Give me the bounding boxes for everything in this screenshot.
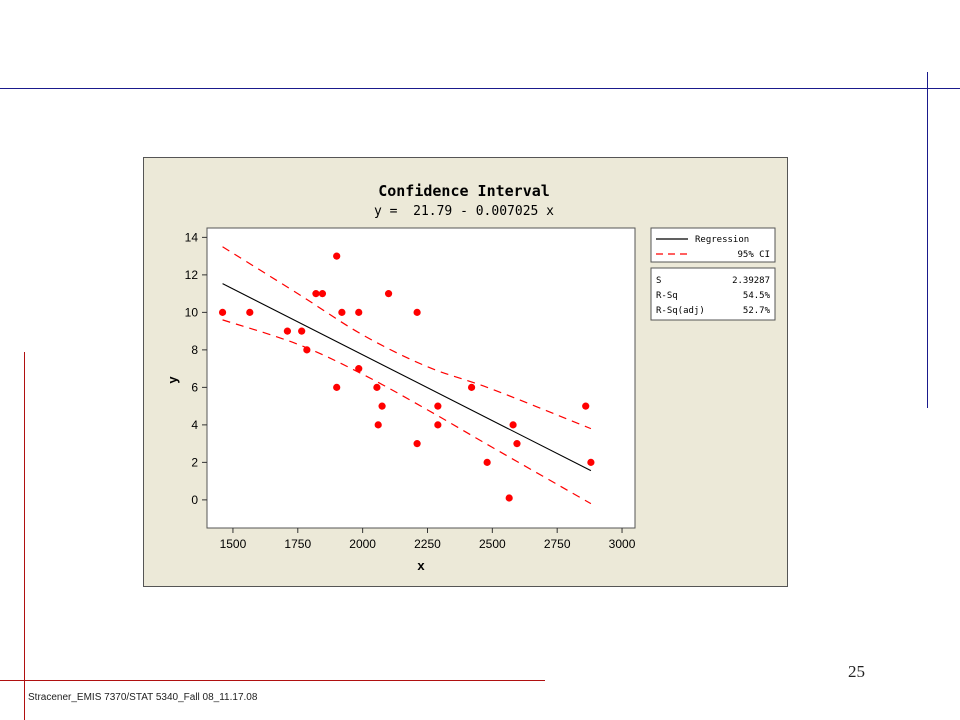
data-point <box>283 327 292 335</box>
ci-lower-line <box>222 319 592 505</box>
stat-rsq-value: 54.5% <box>743 291 771 301</box>
data-point <box>298 327 306 335</box>
stat-s-label: S <box>656 276 661 286</box>
x-axis-label: x <box>417 558 425 573</box>
chart-subtitle: y = 21.79 - 0.007025 x <box>374 204 554 219</box>
data-point <box>303 346 311 354</box>
regression-line <box>222 283 592 472</box>
chart-title: Confidence Interval <box>378 182 550 200</box>
legend-ci-label: 95% CI <box>737 250 770 260</box>
data-point <box>355 365 363 373</box>
stat-rsq-adj-label: R-Sq(adj) <box>656 306 705 316</box>
stat-rsq-adj-value: 52.7% <box>743 306 771 316</box>
plot-area <box>206 227 636 529</box>
y-tick-label: 12 <box>185 268 199 282</box>
data-point <box>434 402 442 410</box>
y-tick-label: 14 <box>185 230 199 244</box>
slide-number: 25 <box>848 662 865 681</box>
y-tick-label: 4 <box>191 418 198 432</box>
stats-box <box>650 267 776 321</box>
chart-panel: Confidence Interval y = 21.79 - 0.007025… <box>143 157 788 587</box>
stat-s-value: 2.39287 <box>732 276 770 286</box>
data-point <box>582 402 590 410</box>
data-point <box>218 308 227 316</box>
data-point <box>378 402 386 410</box>
data-point <box>413 308 421 316</box>
data-point <box>333 383 341 391</box>
bottom-red-rule <box>0 680 545 681</box>
data-point <box>513 440 521 448</box>
x-tick-label: 2750 <box>544 537 571 551</box>
x-tick-label: 2000 <box>349 537 376 551</box>
data-point <box>338 308 346 316</box>
data-point <box>413 440 421 448</box>
data-point <box>333 252 341 260</box>
y-tick-label: 8 <box>191 343 198 357</box>
data-point <box>434 421 442 429</box>
footer-text: Stracener_EMIS 7370/STAT 5340_Fall 08_11… <box>28 692 258 703</box>
legend-regression-label: Regression <box>695 235 749 245</box>
x-tick-label: 2500 <box>479 537 506 551</box>
right-blue-rule <box>927 72 928 408</box>
y-tick-label: 2 <box>191 455 198 469</box>
data-point <box>246 308 254 316</box>
data-point <box>373 383 381 391</box>
data-point <box>509 421 517 429</box>
data-point <box>384 290 393 298</box>
y-tick-label: 6 <box>191 380 198 394</box>
data-point <box>312 290 320 298</box>
ci-upper-line <box>222 246 592 430</box>
y-tick-label: 0 <box>191 493 198 507</box>
x-tick-label: 3000 <box>609 537 636 551</box>
confidence-interval-chart: Confidence Interval y = 21.79 - 0.007025… <box>165 182 776 573</box>
data-point <box>483 458 491 466</box>
x-tick-label: 2250 <box>414 537 441 551</box>
data-point <box>505 494 513 502</box>
left-red-rule <box>24 352 25 720</box>
data-point <box>587 458 595 466</box>
x-tick-label: 1750 <box>284 537 311 551</box>
data-point <box>374 421 382 429</box>
stat-rsq-label: R-Sq <box>656 291 678 301</box>
top-blue-rule <box>0 88 960 89</box>
y-axis-label: y <box>165 376 180 384</box>
x-tick-label: 1500 <box>220 537 247 551</box>
data-point <box>467 383 476 391</box>
data-point <box>355 308 363 316</box>
legend-box <box>650 227 776 263</box>
y-tick-label: 10 <box>185 305 199 319</box>
data-point <box>318 290 327 298</box>
